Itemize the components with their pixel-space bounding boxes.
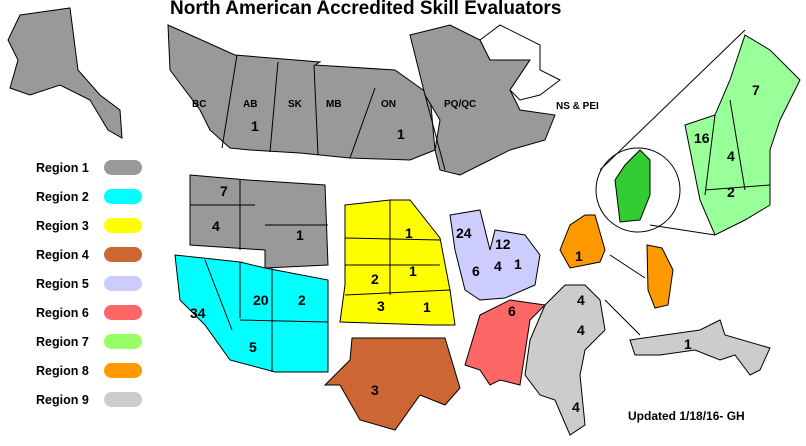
count: 12 xyxy=(495,236,511,252)
inset-line xyxy=(604,299,641,336)
inset-line xyxy=(649,224,716,236)
label-ab: AB xyxy=(243,99,257,110)
label-mb: MB xyxy=(326,99,342,110)
count: 34 xyxy=(190,305,206,321)
count: 1 xyxy=(251,118,259,134)
legend-swatch xyxy=(104,276,142,291)
count: 1 xyxy=(684,336,692,352)
legend-swatch xyxy=(104,334,142,349)
region-6-southeast-central xyxy=(464,299,547,386)
alaska xyxy=(7,7,123,139)
legend-item: Region 3 xyxy=(36,211,142,240)
count: 20 xyxy=(253,292,269,308)
count: 2 xyxy=(298,292,306,308)
count: 4 xyxy=(572,399,580,415)
inset-line xyxy=(609,254,646,279)
count: 7 xyxy=(752,82,760,98)
legend-item: Region 4 xyxy=(36,240,142,269)
legend-label: Region 4 xyxy=(36,247,89,262)
updated-note: Updated 1/18/16- GH xyxy=(628,409,745,423)
count: 7 xyxy=(220,183,228,199)
count: 1 xyxy=(405,225,413,241)
state-borders-r2 xyxy=(204,259,329,372)
legend-item: Region 8 xyxy=(36,356,142,385)
evaluator-counts: 1 1 7 4 1 34 20 2 5 1 2 1 3 1 3 24 12 6 … xyxy=(190,82,760,415)
region-9-maryland-inset xyxy=(629,319,771,376)
legend-swatch xyxy=(104,363,142,378)
count: 1 xyxy=(423,299,431,315)
state-borders-r7 xyxy=(704,99,771,196)
canada-west xyxy=(167,24,436,161)
count: 24 xyxy=(456,225,472,241)
count: 1 xyxy=(296,227,304,243)
inset-line xyxy=(599,29,746,171)
map-labels: BC AB SK MB ON PQ/QC NS & PEI xyxy=(192,99,599,112)
legend-label: Region 9 xyxy=(36,392,89,407)
legend-label: Region 7 xyxy=(36,334,89,349)
count: 4 xyxy=(577,322,585,338)
legend-item: Region 5 xyxy=(36,269,142,298)
region-9-east-coast xyxy=(524,284,606,436)
legend-swatch xyxy=(104,247,142,262)
legend-label: Region 3 xyxy=(36,218,89,233)
region-3-plains xyxy=(339,199,456,326)
province-borders xyxy=(221,54,446,171)
state-borders-r3 xyxy=(344,200,451,296)
region-2-southwest xyxy=(174,254,329,373)
label-ns-pei: NS & PEI xyxy=(556,101,599,112)
count: 4 xyxy=(494,258,502,274)
count: 2 xyxy=(371,271,379,287)
count: 1 xyxy=(575,248,583,264)
legend-label: Region 2 xyxy=(36,189,89,204)
legend-label: Region 6 xyxy=(36,305,89,320)
legend-item: Region 9 xyxy=(36,385,142,414)
region-1-northwest xyxy=(189,174,329,269)
count: 1 xyxy=(397,126,405,142)
legend-label: Region 5 xyxy=(36,276,89,291)
count: 5 xyxy=(249,339,257,355)
legend-item: Region 1 xyxy=(36,153,142,182)
state-borders-r1 xyxy=(190,180,328,250)
count: 3 xyxy=(377,298,385,314)
count: 2 xyxy=(727,184,735,200)
legend-item: Region 2 xyxy=(36,182,142,211)
count: 4 xyxy=(577,292,585,308)
region-8-new-york xyxy=(559,214,606,269)
count: 1 xyxy=(409,263,417,279)
legend-swatch xyxy=(104,392,142,407)
count: 4 xyxy=(212,218,220,234)
count: 1 xyxy=(514,256,522,272)
label-bc: BC xyxy=(192,99,206,110)
legend-label: Region 1 xyxy=(36,160,89,175)
legend: Region 1 Region 2 Region 3 Region 4 Regi… xyxy=(36,153,142,414)
region-5-great-lakes xyxy=(449,209,541,301)
legend-label: Region 8 xyxy=(36,363,89,378)
region-8-new-jersey xyxy=(646,244,674,309)
label-on: ON xyxy=(381,99,396,110)
legend-swatch xyxy=(104,218,142,233)
count: 3 xyxy=(371,382,379,398)
legend-swatch xyxy=(104,189,142,204)
newfoundland-labrador xyxy=(479,24,561,101)
map-title: North American Accredited Skill Evaluato… xyxy=(170,0,562,19)
new-england-locator-shape xyxy=(614,149,651,223)
legend-item: Region 6 xyxy=(36,298,142,327)
region-4-south-central xyxy=(323,337,461,431)
count: 6 xyxy=(472,263,480,279)
label-sk: SK xyxy=(288,99,303,110)
count: 16 xyxy=(694,130,710,146)
count: 6 xyxy=(508,303,516,319)
label-qc: PQ/QC xyxy=(444,99,476,110)
count: 4 xyxy=(727,148,735,164)
legend-item: Region 7 xyxy=(36,327,142,356)
legend-swatch xyxy=(104,160,142,175)
legend-swatch xyxy=(104,305,142,320)
